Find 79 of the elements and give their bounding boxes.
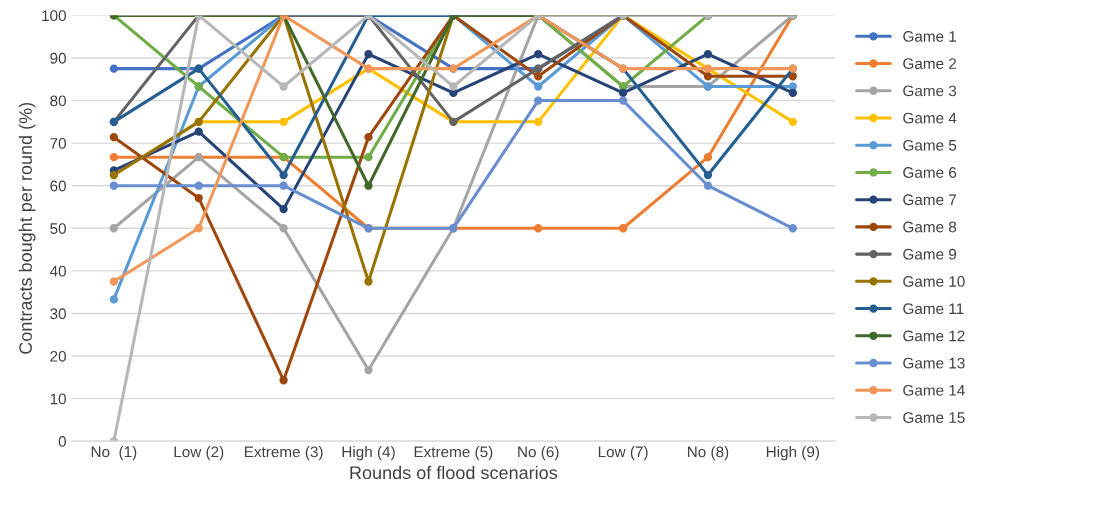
point xyxy=(534,49,543,59)
point xyxy=(703,153,713,162)
y-tick-label: 60 xyxy=(50,180,66,192)
point xyxy=(703,181,713,190)
legend-label: Game 14 xyxy=(903,384,965,396)
point xyxy=(364,365,373,375)
legend-label: Game 10 xyxy=(903,276,965,287)
point xyxy=(194,193,203,203)
legend-label: Game 13 xyxy=(903,357,965,369)
point xyxy=(703,49,713,59)
legend-label: Game 12 xyxy=(903,330,965,342)
x-tick-label: Low (2) xyxy=(174,446,224,461)
x-tick-label: High (4) xyxy=(342,446,395,461)
legend-label: Game 5 xyxy=(903,139,957,151)
y-tick-label: 0 xyxy=(58,436,66,447)
point xyxy=(109,153,119,162)
point xyxy=(703,72,713,81)
point xyxy=(279,376,288,385)
y-tick-label: 90 xyxy=(50,52,66,64)
legend-label: Game 3 xyxy=(903,85,957,97)
x-axis-title: Rounds of flood scenarios xyxy=(350,465,558,480)
point xyxy=(194,224,203,233)
point xyxy=(618,224,628,233)
point xyxy=(364,133,373,142)
legend-label: Game 15 xyxy=(903,412,965,423)
point xyxy=(109,224,119,233)
legend-label: Game 7 xyxy=(903,194,957,206)
y-tick-label: 50 xyxy=(50,223,66,234)
legend-label: Game 2 xyxy=(903,58,957,70)
x-tick-label: Extreme (3) xyxy=(244,446,323,461)
point xyxy=(279,181,288,190)
point xyxy=(109,133,119,142)
point xyxy=(364,181,373,190)
x-tick-label: Low (7) xyxy=(598,446,648,461)
y-tick-label: 20 xyxy=(50,350,66,362)
point xyxy=(109,181,119,190)
point xyxy=(109,295,119,304)
point xyxy=(364,49,373,59)
point xyxy=(703,170,713,180)
point xyxy=(194,127,203,136)
point xyxy=(279,82,288,91)
point xyxy=(279,117,288,126)
x-tick-label: Extreme (5) xyxy=(414,446,493,461)
point xyxy=(279,224,288,233)
y-tick-label: 100 xyxy=(42,10,66,22)
point xyxy=(788,224,797,233)
point xyxy=(449,82,458,91)
point xyxy=(534,82,543,91)
point xyxy=(109,277,119,286)
point xyxy=(279,204,288,214)
legend-label: Game 4 xyxy=(903,112,957,124)
x-tick-label: No (6) xyxy=(518,446,559,461)
point xyxy=(194,181,203,190)
x-tick-label: High (9) xyxy=(766,446,820,461)
legend-label: Game 1 xyxy=(903,30,957,42)
y-tick-label: 80 xyxy=(50,95,66,107)
y-tick-label: 40 xyxy=(49,265,66,277)
y-axis-title: Contracts bought per round (%) xyxy=(18,102,36,354)
point xyxy=(109,64,119,73)
point xyxy=(534,224,543,233)
x-tick-label: No (1) xyxy=(91,446,137,461)
legend-label: Game 11 xyxy=(903,303,964,315)
point xyxy=(534,117,543,126)
point xyxy=(364,277,373,286)
point xyxy=(618,96,628,105)
point xyxy=(788,117,797,126)
point xyxy=(788,88,797,98)
point xyxy=(618,88,628,98)
y-tick-label: 30 xyxy=(50,308,66,320)
point xyxy=(534,72,543,81)
legend-label: Game 8 xyxy=(903,221,957,233)
legend-label: Game 6 xyxy=(903,167,957,178)
x-tick-label: No (8) xyxy=(687,446,729,461)
y-tick-label: 10 xyxy=(50,393,66,405)
y-tick-label: 70 xyxy=(50,137,66,149)
point xyxy=(364,153,373,162)
point xyxy=(279,170,288,180)
legend-label: Game 9 xyxy=(903,248,957,260)
point xyxy=(534,96,543,105)
